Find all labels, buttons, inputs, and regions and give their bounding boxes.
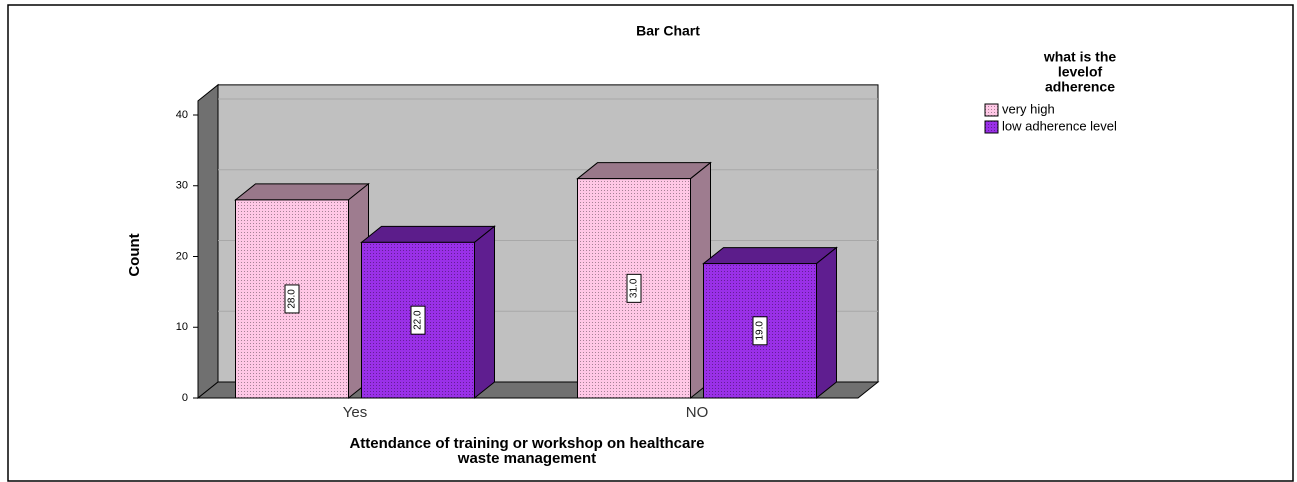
y-axis-label: Count	[126, 233, 143, 276]
y-tick-label: 20	[176, 250, 188, 262]
bar	[360, 225, 496, 400]
y-tick-label: 0	[182, 392, 188, 404]
value-label: 31.0	[629, 278, 640, 298]
bar-side	[474, 225, 495, 400]
bar-top	[702, 247, 838, 265]
value-label: 19.0	[755, 321, 766, 341]
bar-top	[360, 225, 496, 243]
legend-swatch-pattern	[985, 121, 998, 133]
legend-title: adherence	[1045, 79, 1115, 95]
legend-label: low adherence level	[1002, 118, 1117, 133]
chart-title: Bar Chart	[636, 23, 700, 39]
value-label: 22.0	[413, 310, 424, 330]
value-label-box	[626, 273, 642, 303]
x-tick-label: NO	[686, 404, 709, 421]
y-tick-label: 10	[176, 321, 188, 333]
x-axis-label: Attendance of training or workshop on he…	[349, 435, 704, 452]
value-label-box	[410, 305, 426, 335]
legend-label: very high	[1002, 101, 1055, 116]
x-axis-label: waste management	[457, 450, 596, 467]
x-tick-label: Yes	[343, 404, 367, 421]
side-wall	[197, 83, 219, 400]
bar-top	[576, 162, 712, 180]
legend-title: what is the	[1043, 49, 1117, 65]
y-tick-label: 40	[176, 109, 188, 121]
legend-title: levelof	[1058, 64, 1103, 80]
bar-side	[816, 246, 837, 400]
legend-swatch-pattern	[985, 104, 998, 116]
bar-top	[234, 183, 370, 201]
bar	[702, 246, 838, 400]
value-label-box	[752, 316, 768, 346]
value-label-box	[284, 284, 300, 314]
bar	[234, 182, 370, 400]
bar	[576, 161, 712, 400]
y-tick-label: 30	[176, 180, 188, 192]
value-label: 28.0	[287, 289, 298, 309]
